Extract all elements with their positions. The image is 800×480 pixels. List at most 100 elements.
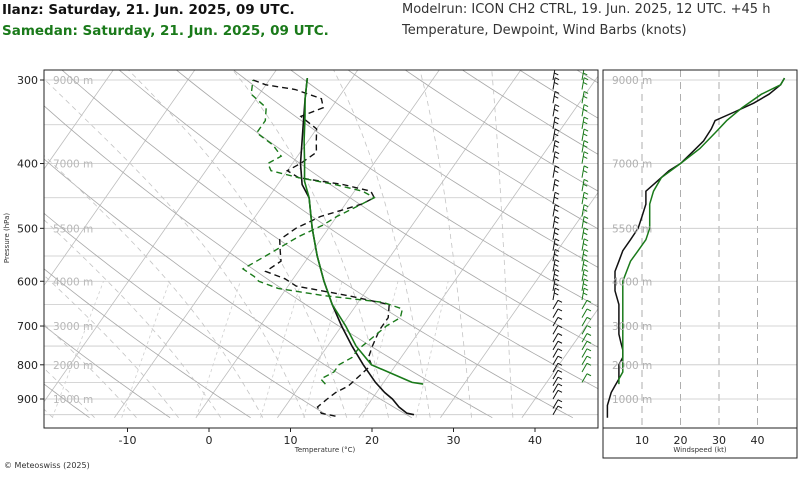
wind-height-label: 2000 m	[612, 360, 652, 372]
ilanz-title: Ilanz: Saturday, 21. Jun. 2025, 09 UTC.	[2, 2, 295, 18]
wind-x-tick-label: 40	[751, 434, 765, 447]
dry-adiabat-line	[176, 70, 598, 348]
samedan-wind-barb	[581, 333, 592, 343]
ilanz-wind-barb	[552, 399, 563, 409]
samedan-wind-barb	[581, 259, 589, 272]
ilanz-dewpoint-line	[252, 79, 390, 417]
mixing-ratio-line	[260, 281, 302, 418]
mixing-ratio-line	[195, 281, 241, 418]
moist-adiabat-line	[44, 154, 264, 418]
samedan-wind-barb	[581, 362, 592, 373]
isotherm-line	[277, 70, 522, 418]
dry-adiabat-line	[634, 70, 800, 418]
x-tick-label: 10	[284, 434, 298, 447]
samedan-wind-barb	[581, 151, 589, 164]
moist-adiabat-line	[232, 70, 389, 418]
y-tick-label: 900	[17, 393, 38, 406]
ilanz-wind-barb	[552, 362, 563, 373]
ilanz-wind-barb	[552, 128, 560, 141]
y-tick-label: 700	[17, 320, 38, 333]
height-label: 1000 m	[53, 394, 93, 406]
moist-adiabat-line	[44, 323, 137, 418]
samedan-wind-barb	[581, 269, 589, 282]
samedan-wind-barb	[581, 238, 589, 251]
copyright: © Meteoswiss (2025)	[4, 461, 90, 470]
samedan-dewpoint-line	[241, 79, 404, 385]
moist-adiabat-line	[333, 70, 431, 418]
ilanz-wind-barb	[552, 77, 560, 90]
samedan-wind-barb	[581, 104, 589, 117]
ilanz-wind-barb	[552, 165, 560, 178]
ilanz-wind-barb	[552, 316, 563, 327]
height-label: 4000 m	[53, 276, 93, 288]
dry-adiabat-line	[692, 70, 800, 418]
samedan-wind-barb	[581, 128, 589, 141]
x-tick-label: 0	[206, 434, 213, 447]
ilanz-wind-barb	[552, 287, 560, 301]
dry-adiabat-line	[61, 70, 573, 419]
dry-adiabat-line	[44, 212, 332, 419]
mixing-ratio-line	[303, 281, 343, 418]
ilanz-wind-barb	[552, 248, 560, 262]
chart-subtitle: Temperature, Dewpoint, Wind Barbs (knots…	[402, 23, 687, 38]
wind-x-tick-label: 30	[712, 434, 726, 447]
ilanz-wind-barb	[552, 116, 560, 129]
samedan-windspeed-line	[618, 77, 786, 385]
ilanz-wind-barb	[552, 333, 563, 343]
wind-x-tick-label: 10	[635, 434, 649, 447]
x-tick-label: 30	[447, 434, 461, 447]
mixing-ratio-line	[51, 281, 104, 418]
ilanz-wind-barb	[552, 405, 563, 415]
ilanz-wind-barb	[552, 204, 560, 217]
ilanz-wind-barb	[552, 369, 563, 380]
ilanz-wind-barb	[552, 278, 560, 291]
isotherm-line	[44, 70, 114, 170]
samedan-wind-barb	[581, 90, 589, 104]
dry-adiabat-line	[576, 70, 598, 84]
isotherm-line	[114, 70, 359, 418]
isotherm-line	[521, 308, 598, 418]
samedan-wind-barb	[581, 287, 589, 301]
wind-height-label: 5500 m	[612, 223, 652, 235]
wind-plot-frame	[602, 69, 798, 459]
ilanz-wind-barb	[552, 90, 560, 104]
samedan-wind-barb	[581, 299, 592, 310]
isotherm-line	[358, 75, 598, 418]
dry-adiabat-line	[119, 70, 598, 390]
dry-adiabat-line	[44, 268, 251, 419]
wind-height-label: 4000 m	[612, 276, 652, 288]
samedan-wind-barb	[581, 178, 589, 192]
samedan-wind-barb	[581, 191, 589, 205]
ilanz-wind-barb	[552, 178, 560, 192]
ilanz-wind-barb	[552, 191, 560, 205]
y-tick-label: 400	[17, 158, 38, 171]
y-tick-label: 500	[17, 222, 38, 235]
main-plot-frame	[43, 69, 599, 429]
mixing-ratio-line	[415, 281, 449, 418]
dry-adiabat-line	[290, 70, 598, 268]
samedan-wind-barb	[581, 140, 589, 153]
x-tick-label: 40	[528, 434, 542, 447]
ilanz-wind-barb	[552, 355, 563, 366]
height-label: 2000 m	[53, 360, 93, 372]
samedan-wind-barb	[581, 348, 592, 358]
moist-adiabat-line	[44, 274, 179, 418]
wind-x-tick-label: 20	[674, 434, 688, 447]
moist-adiabat-line	[128, 70, 348, 418]
mixing-ratio-line	[121, 281, 170, 418]
height-label: 5500 m	[53, 223, 93, 235]
samedan-wind-barb	[581, 248, 589, 262]
ilanz-wind-barb	[552, 308, 563, 318]
y-tick-label: 600	[17, 275, 38, 288]
wind-height-label: 7000 m	[612, 159, 652, 171]
dry-adiabat-line	[405, 70, 598, 192]
samedan-wind-barb	[581, 216, 589, 229]
samedan-title: Samedan: Saturday, 21. Jun. 2025, 09 UTC…	[2, 23, 329, 39]
ilanz-wind-barb	[552, 376, 563, 387]
samedan-wind-barb	[581, 316, 592, 327]
x-tick-label: 20	[365, 434, 379, 447]
isotherm-line	[195, 70, 440, 418]
x-axis-label: Temperature (°C)	[294, 446, 356, 454]
ilanz-wind-barb	[552, 383, 563, 393]
dry-adiabat-line	[233, 70, 598, 308]
